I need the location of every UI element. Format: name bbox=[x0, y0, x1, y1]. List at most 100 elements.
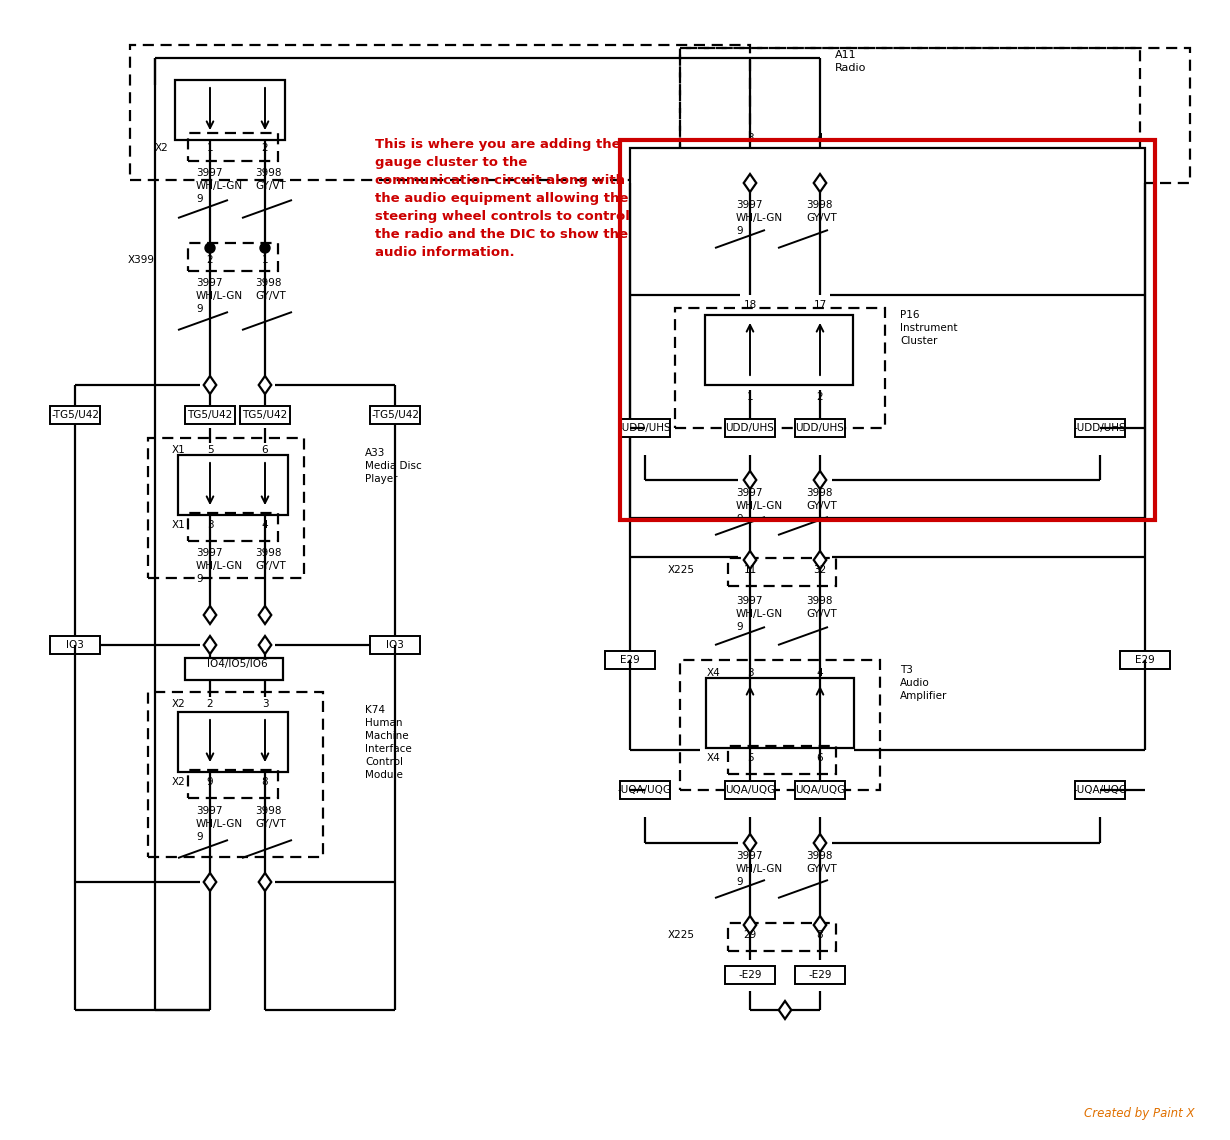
Polygon shape bbox=[258, 606, 272, 624]
Text: E29: E29 bbox=[620, 656, 640, 665]
Bar bbox=[795, 781, 845, 799]
Text: 1: 1 bbox=[747, 392, 753, 402]
Text: UDD/UHS: UDD/UHS bbox=[726, 423, 775, 433]
Bar bbox=[620, 781, 670, 799]
Text: This is where you are adding the
gauge cluster to the
communication circuit alon: This is where you are adding the gauge c… bbox=[375, 138, 630, 259]
Text: 29: 29 bbox=[743, 930, 756, 940]
Polygon shape bbox=[258, 873, 272, 891]
Text: 2: 2 bbox=[207, 699, 213, 709]
Polygon shape bbox=[814, 917, 827, 934]
Text: GY/VT: GY/VT bbox=[255, 291, 285, 301]
Text: 3997: 3997 bbox=[196, 548, 223, 557]
Text: TG5/U42: TG5/U42 bbox=[242, 410, 288, 420]
Bar bbox=[705, 315, 852, 385]
Polygon shape bbox=[814, 551, 827, 569]
Text: 1: 1 bbox=[207, 142, 213, 153]
Polygon shape bbox=[814, 471, 827, 489]
Text: 2: 2 bbox=[262, 142, 268, 153]
Polygon shape bbox=[258, 376, 272, 394]
Text: GY/VT: GY/VT bbox=[806, 213, 836, 223]
Text: 9: 9 bbox=[196, 832, 203, 842]
Text: 4: 4 bbox=[817, 668, 823, 678]
Text: T3: T3 bbox=[900, 665, 913, 675]
Bar bbox=[620, 140, 1155, 520]
Text: X1: X1 bbox=[171, 445, 184, 455]
Bar bbox=[50, 406, 100, 424]
Text: WH/L-GN: WH/L-GN bbox=[736, 864, 784, 874]
Bar bbox=[188, 770, 278, 798]
Text: 11: 11 bbox=[743, 565, 756, 575]
Bar bbox=[148, 692, 323, 857]
Polygon shape bbox=[744, 471, 756, 489]
Bar bbox=[175, 80, 285, 140]
Text: -UQA/UQG: -UQA/UQG bbox=[617, 785, 672, 795]
Text: 6: 6 bbox=[817, 754, 823, 763]
Text: 9: 9 bbox=[736, 514, 743, 524]
Text: 3997: 3997 bbox=[736, 200, 763, 210]
Text: 6: 6 bbox=[262, 445, 268, 455]
Text: X2: X2 bbox=[171, 699, 184, 709]
Text: 9: 9 bbox=[207, 777, 213, 787]
Text: -UDD/UHS: -UDD/UHS bbox=[619, 423, 672, 433]
Text: GY/VT: GY/VT bbox=[806, 864, 836, 874]
Bar bbox=[630, 148, 1145, 518]
Text: 18: 18 bbox=[743, 300, 756, 310]
Text: X2: X2 bbox=[171, 777, 184, 787]
Text: WH/L-GN: WH/L-GN bbox=[196, 181, 244, 192]
Bar bbox=[240, 406, 290, 424]
Text: 17: 17 bbox=[813, 300, 827, 310]
Text: GY/VT: GY/VT bbox=[806, 609, 836, 619]
Text: GY/VT: GY/VT bbox=[255, 561, 285, 571]
Text: 3997: 3997 bbox=[736, 850, 763, 861]
Polygon shape bbox=[204, 606, 216, 624]
Bar bbox=[184, 406, 235, 424]
Bar bbox=[148, 438, 304, 578]
Text: 2: 2 bbox=[207, 255, 213, 264]
Text: TG5/U42: TG5/U42 bbox=[187, 410, 232, 420]
Text: Audio: Audio bbox=[900, 678, 930, 689]
Text: 9: 9 bbox=[196, 575, 203, 584]
Polygon shape bbox=[814, 174, 827, 192]
Text: 9: 9 bbox=[196, 194, 203, 204]
Text: 3997: 3997 bbox=[736, 596, 763, 606]
Bar bbox=[706, 678, 854, 748]
Text: 5: 5 bbox=[207, 445, 213, 455]
Polygon shape bbox=[814, 834, 827, 852]
Text: 1: 1 bbox=[262, 255, 268, 264]
Text: 32: 32 bbox=[813, 565, 827, 575]
Bar bbox=[675, 308, 886, 428]
Polygon shape bbox=[744, 551, 756, 569]
Text: X4: X4 bbox=[706, 754, 720, 763]
Bar bbox=[680, 660, 879, 790]
Bar bbox=[370, 406, 419, 424]
Text: UQA/UQG: UQA/UQG bbox=[724, 785, 775, 795]
Bar bbox=[680, 48, 1189, 184]
Text: X4: X4 bbox=[706, 668, 720, 678]
Text: A11: A11 bbox=[835, 50, 856, 60]
Text: X225: X225 bbox=[668, 930, 695, 940]
Bar bbox=[178, 455, 288, 515]
Text: 3: 3 bbox=[747, 668, 753, 678]
Text: 5: 5 bbox=[747, 754, 753, 763]
Bar bbox=[1075, 418, 1125, 438]
Bar bbox=[728, 746, 836, 774]
Text: 3: 3 bbox=[262, 699, 268, 709]
Bar bbox=[728, 557, 836, 586]
Text: WH/L-GN: WH/L-GN bbox=[736, 213, 784, 223]
Text: IO3: IO3 bbox=[386, 640, 403, 650]
Text: X399: X399 bbox=[128, 255, 155, 264]
Bar bbox=[605, 651, 656, 669]
Bar bbox=[1121, 651, 1170, 669]
Polygon shape bbox=[258, 636, 272, 654]
Bar bbox=[370, 636, 419, 654]
Bar bbox=[728, 923, 836, 951]
Bar bbox=[724, 781, 775, 799]
Text: IO3: IO3 bbox=[66, 640, 84, 650]
Text: 9: 9 bbox=[736, 622, 743, 632]
Text: WH/L-GN: WH/L-GN bbox=[196, 561, 244, 571]
Text: 3: 3 bbox=[747, 133, 753, 142]
Text: Machine: Machine bbox=[365, 731, 408, 741]
Text: -E29: -E29 bbox=[808, 970, 831, 980]
Bar bbox=[795, 418, 845, 438]
Text: 8: 8 bbox=[817, 930, 823, 940]
